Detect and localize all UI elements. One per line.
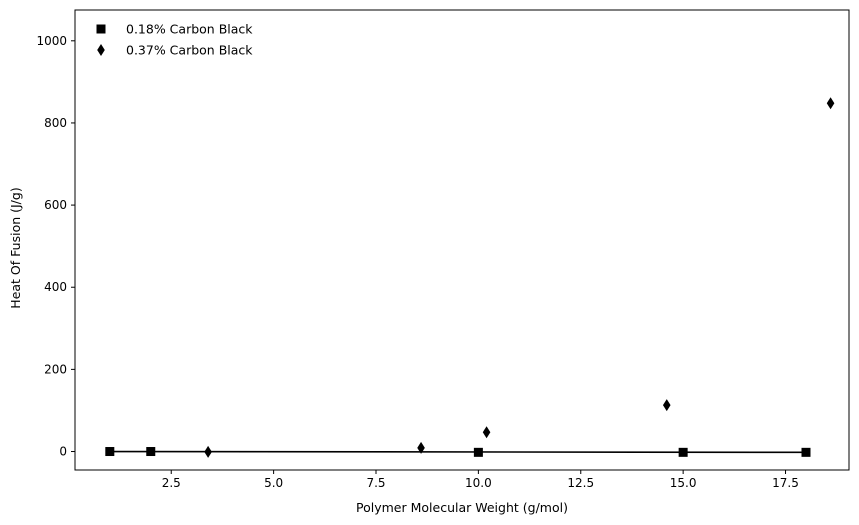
data-point xyxy=(417,441,425,454)
legend-label: 0.18% Carbon Black xyxy=(126,22,253,37)
x-tick-label: 10.0 xyxy=(465,476,492,490)
data-point xyxy=(826,97,835,110)
data-point xyxy=(801,447,811,457)
legend-marker xyxy=(97,44,105,56)
series-1 xyxy=(105,447,811,457)
plot-frame xyxy=(74,9,850,471)
data-point xyxy=(482,426,491,439)
y-tick-label: 200 xyxy=(44,362,67,376)
y-axis-label: Heat Of Fusion (J/g) xyxy=(8,187,23,308)
y-tick-label: 0 xyxy=(59,445,67,459)
data-point xyxy=(678,447,688,457)
x-tick-label: 17.5 xyxy=(772,476,799,490)
data-point xyxy=(204,445,212,458)
legend-marker xyxy=(96,24,106,34)
x-axis-label: Polymer Molecular Weight (g/mol) xyxy=(356,500,568,515)
y-tick-label: 1000 xyxy=(36,34,67,48)
x-axis: 2.5 5.0 7.5 10.0 12.5 15.0 17.5 xyxy=(162,470,799,490)
legend: 0.18% Carbon Black 0.37% Carbon Black xyxy=(96,22,253,58)
series-layer xyxy=(105,97,835,458)
data-point xyxy=(662,399,671,412)
data-point xyxy=(105,447,115,457)
series-2 xyxy=(204,97,835,458)
y-tick-label: 800 xyxy=(44,116,67,130)
data-point xyxy=(473,447,483,457)
y-tick-label: 400 xyxy=(44,280,67,294)
x-tick-label: 15.0 xyxy=(670,476,697,490)
x-tick-label: 2.5 xyxy=(162,476,181,490)
y-tick-label: 600 xyxy=(44,198,67,212)
legend-label: 0.37% Carbon Black xyxy=(126,43,253,58)
data-point xyxy=(146,447,156,457)
x-tick-label: 7.5 xyxy=(366,476,385,490)
series-1-fit-line xyxy=(109,450,807,454)
y-axis: 0 200 400 600 800 1000 xyxy=(36,34,75,459)
x-tick-label: 5.0 xyxy=(264,476,283,490)
plot-area xyxy=(74,9,850,471)
x-tick-label: 12.5 xyxy=(567,476,594,490)
